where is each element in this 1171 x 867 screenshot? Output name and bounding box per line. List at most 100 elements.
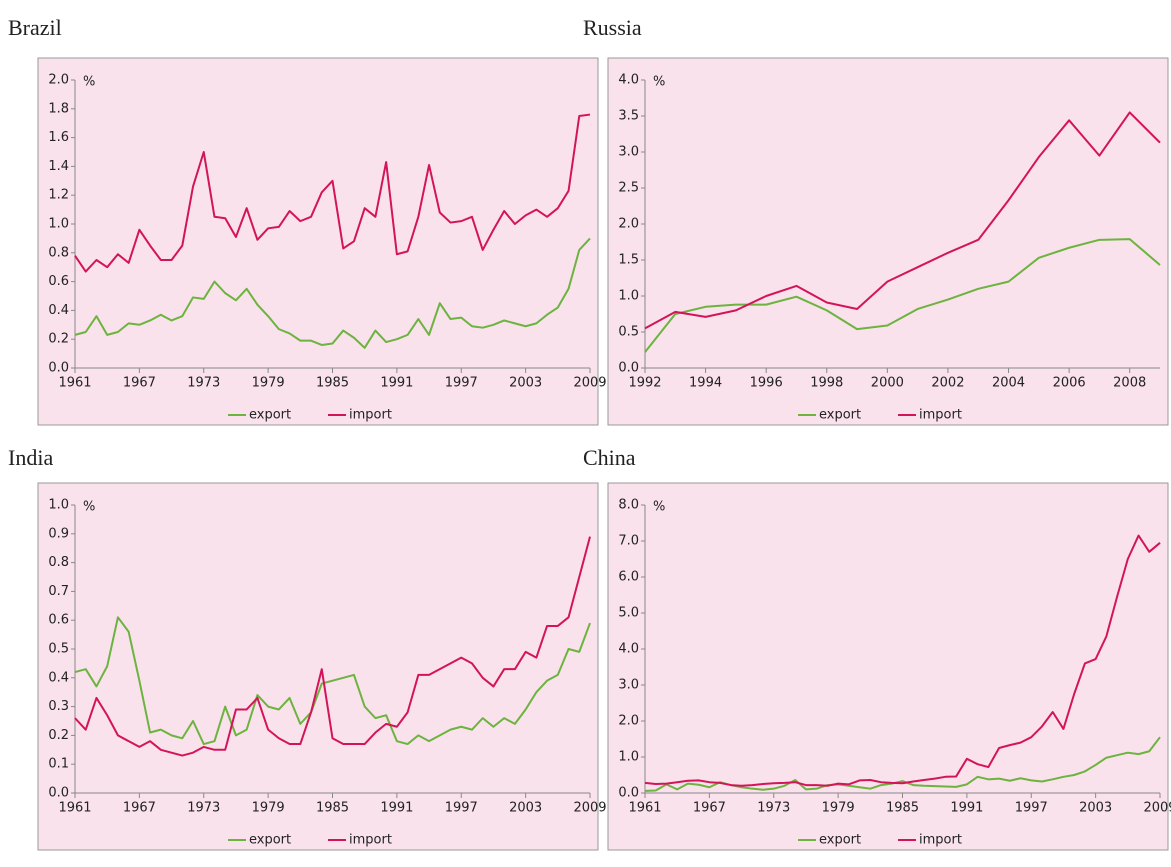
- x-tick-label: 1996: [750, 376, 783, 391]
- x-tick-label: 2002: [931, 376, 964, 391]
- chart-panel: India% 0.0 0.1 0.2 0.3 0.4 0.5 0.6 0.7 0.8 0.9 1.0 1…: [8, 445, 607, 851]
- chart-title: China: [583, 445, 636, 470]
- y-tick-label: 0.4: [48, 670, 69, 685]
- y-tick-label: 2.0: [618, 714, 639, 729]
- y-tick-label: 1.4: [48, 159, 69, 174]
- x-tick-label: 1985: [886, 801, 919, 816]
- legend-label: import: [919, 833, 962, 848]
- chart-frame: [607, 482, 1169, 851]
- chart-frame: [37, 57, 599, 426]
- x-tick-label: 1991: [380, 801, 413, 816]
- y-tick-label: 0.2: [48, 332, 69, 347]
- y-tick-label: 5.0: [618, 606, 639, 621]
- y-tick-label: 0.7: [48, 584, 69, 599]
- x-tick-label: 2003: [1079, 801, 1112, 816]
- y-tick-label: 0.2: [48, 728, 69, 743]
- y-tick-label: 0.4: [48, 303, 69, 318]
- x-tick-label: 2006: [1053, 376, 1086, 391]
- x-tick-label: 2009: [1143, 801, 1171, 816]
- x-tick-label: 1985: [316, 801, 349, 816]
- y-tick-label: 4.0: [618, 73, 639, 88]
- y-tick-label: 0.6: [48, 274, 69, 289]
- x-tick-label: 2004: [992, 376, 1025, 391]
- y-tick-label: 0.6: [48, 613, 69, 628]
- y-tick-label: 1.6: [48, 130, 69, 145]
- x-tick-label: 1997: [445, 801, 478, 816]
- x-tick-label: 2008: [1113, 376, 1146, 391]
- x-tick-label: 1961: [628, 801, 661, 816]
- y-tick-label: 2.0: [48, 73, 69, 88]
- legend-label: import: [919, 408, 962, 423]
- y-tick-label: 0.1: [48, 757, 69, 772]
- y-tick-label: 0.9: [48, 526, 69, 541]
- x-tick-label: 1991: [380, 376, 413, 391]
- y-tick-label: 1.0: [618, 289, 639, 304]
- x-tick-label: 1979: [252, 376, 285, 391]
- chart-frame: [37, 482, 599, 851]
- data-line: [74, 237, 591, 349]
- x-tick-label: 1997: [445, 376, 478, 391]
- legend-label: export: [819, 833, 861, 848]
- y-tick-label: 0.0: [618, 786, 639, 801]
- x-tick-label: 1967: [123, 801, 156, 816]
- data-line: [644, 238, 1161, 353]
- y-tick-label: 0.8: [48, 245, 69, 260]
- y-axis-unit: %: [83, 75, 95, 90]
- x-tick-label: 1961: [58, 801, 91, 816]
- y-tick-label: 1.2: [48, 188, 69, 203]
- x-tick-label: 1961: [58, 376, 91, 391]
- x-tick-label: 1992: [628, 376, 661, 391]
- x-tick-label: 1967: [123, 376, 156, 391]
- y-tick-label: 0.5: [618, 325, 639, 340]
- x-tick-label: 1973: [187, 376, 220, 391]
- chart-title: Brazil: [8, 15, 62, 40]
- y-tick-label: 8.0: [618, 498, 639, 513]
- data-line: [644, 534, 1161, 787]
- y-tick-label: 2.5: [618, 181, 639, 196]
- x-tick-label: 2003: [509, 376, 542, 391]
- chart-panel: Russia% 0.0 0.5 1.0 1.5 2.0 2.5 3.0 3.5 4.0 1992 19…: [583, 15, 1169, 426]
- data-line: [74, 113, 591, 273]
- y-tick-label: 0.3: [48, 699, 69, 714]
- chart-title: Russia: [583, 15, 642, 40]
- data-line: [74, 536, 591, 757]
- y-tick-label: 0.0: [48, 361, 69, 376]
- x-tick-label: 1979: [252, 801, 285, 816]
- y-tick-label: 3.5: [618, 109, 639, 124]
- legend-label: export: [249, 408, 291, 423]
- y-axis-unit: %: [653, 500, 665, 515]
- chart-title: India: [8, 445, 53, 470]
- legend-label: import: [349, 833, 392, 848]
- y-axis-unit: %: [83, 500, 95, 515]
- y-tick-label: 0.0: [48, 786, 69, 801]
- y-axis-unit: %: [653, 75, 665, 90]
- x-tick-label: 1998: [810, 376, 843, 391]
- y-tick-label: 1.5: [618, 253, 639, 268]
- x-tick-label: 2009: [573, 376, 606, 391]
- chart-frame: [607, 57, 1169, 426]
- x-tick-label: 1994: [689, 376, 722, 391]
- legend-label: export: [819, 408, 861, 423]
- x-tick-label: 1973: [187, 801, 220, 816]
- y-tick-label: 6.0: [618, 570, 639, 585]
- x-tick-label: 2003: [509, 801, 542, 816]
- y-tick-label: 0.5: [48, 642, 69, 657]
- x-tick-label: 1991: [950, 801, 983, 816]
- legend-label: import: [349, 408, 392, 423]
- x-tick-label: 2009: [573, 801, 606, 816]
- y-tick-label: 0.0: [618, 361, 639, 376]
- x-tick-label: 1997: [1015, 801, 1048, 816]
- y-tick-label: 1.0: [48, 498, 69, 513]
- y-tick-label: 0.8: [48, 555, 69, 570]
- y-tick-label: 3.0: [618, 678, 639, 693]
- y-tick-label: 2.0: [618, 217, 639, 232]
- x-tick-label: 1973: [757, 801, 790, 816]
- y-tick-label: 1.0: [48, 217, 69, 232]
- y-tick-label: 7.0: [618, 534, 639, 549]
- x-tick-label: 1967: [693, 801, 726, 816]
- legend-label: export: [249, 833, 291, 848]
- chart-panel: China% 0.0 1.0 2.0 3.0 4.0 5.0 6.0 7.0 8.0 1961 196…: [583, 445, 1171, 851]
- data-line: [644, 111, 1161, 330]
- x-tick-label: 2000: [871, 376, 904, 391]
